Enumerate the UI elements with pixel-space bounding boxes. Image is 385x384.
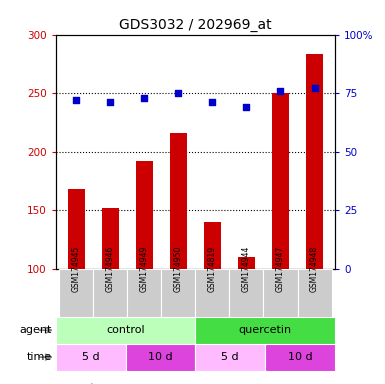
Text: GSM174950: GSM174950 xyxy=(174,245,183,292)
Bar xyxy=(56,317,195,344)
Text: 10 d: 10 d xyxy=(148,352,173,362)
Point xyxy=(107,99,113,106)
Text: control: control xyxy=(106,325,145,335)
Bar xyxy=(196,269,229,317)
Bar xyxy=(161,269,196,317)
Bar xyxy=(68,189,85,384)
Point xyxy=(175,90,181,96)
Bar xyxy=(136,161,153,384)
Bar xyxy=(298,269,331,317)
Text: quercetin: quercetin xyxy=(239,325,292,335)
Bar xyxy=(127,269,161,317)
Bar xyxy=(306,55,323,384)
Text: GSM174949: GSM174949 xyxy=(140,245,149,292)
Bar xyxy=(195,317,335,344)
Bar xyxy=(170,133,187,384)
Bar xyxy=(204,222,221,384)
Bar xyxy=(195,344,265,371)
Bar xyxy=(126,344,195,371)
Bar xyxy=(56,344,126,371)
Text: 5 d: 5 d xyxy=(82,352,100,362)
Point xyxy=(141,95,147,101)
Bar xyxy=(263,269,298,317)
Bar xyxy=(265,344,335,371)
Text: 5 d: 5 d xyxy=(221,352,239,362)
Text: GSM174945: GSM174945 xyxy=(72,245,81,292)
Text: GSM174819: GSM174819 xyxy=(208,246,217,292)
Text: GSM174944: GSM174944 xyxy=(242,245,251,292)
Text: GSM174947: GSM174947 xyxy=(276,245,285,292)
Bar xyxy=(102,208,119,384)
Bar xyxy=(229,269,263,317)
Point xyxy=(278,88,284,94)
Title: GDS3032 / 202969_at: GDS3032 / 202969_at xyxy=(119,18,272,32)
Text: GSM174946: GSM174946 xyxy=(106,245,115,292)
Text: time: time xyxy=(27,352,52,362)
Point xyxy=(243,104,249,110)
Bar xyxy=(93,269,127,317)
Bar xyxy=(59,269,93,317)
Text: count: count xyxy=(65,383,95,384)
Text: 10 d: 10 d xyxy=(288,352,312,362)
Bar xyxy=(238,257,255,384)
Bar xyxy=(272,93,289,384)
Point xyxy=(311,85,318,91)
Text: GSM174948: GSM174948 xyxy=(310,246,319,292)
Text: agent: agent xyxy=(20,325,52,335)
Point xyxy=(209,99,216,106)
Point xyxy=(73,97,79,103)
